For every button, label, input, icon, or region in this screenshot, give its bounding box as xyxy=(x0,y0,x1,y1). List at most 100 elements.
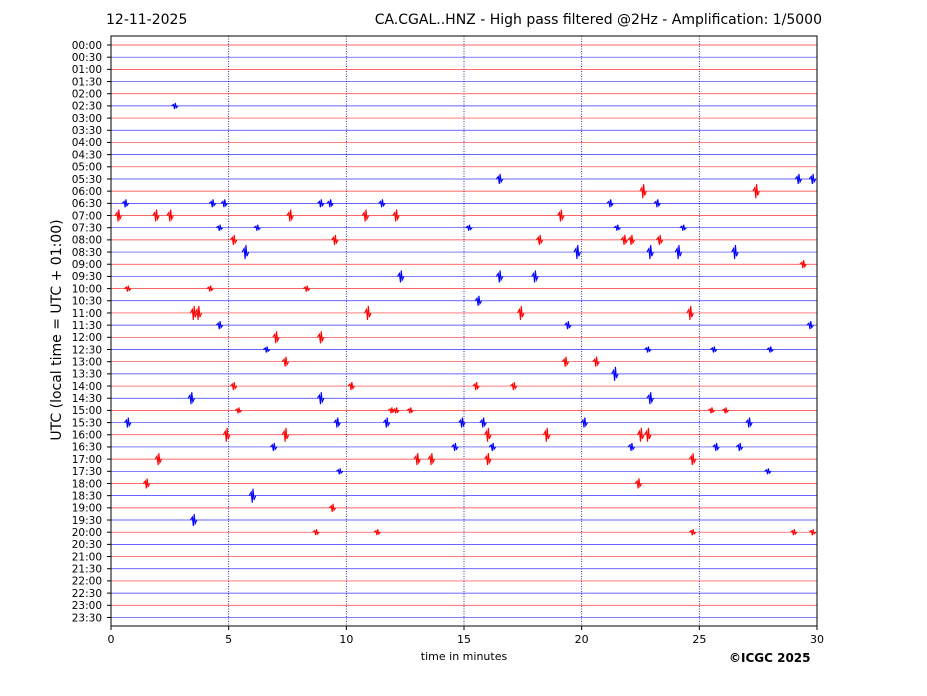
x-tick-label: 10 xyxy=(339,633,353,646)
y-tick-label: 10:00 xyxy=(72,283,102,295)
event-burst xyxy=(114,209,123,222)
y-tick-label: 17:00 xyxy=(72,454,102,466)
event-burst xyxy=(808,529,817,536)
y-tick-label: 14:00 xyxy=(72,381,102,393)
event-burst xyxy=(542,427,551,442)
y-tick-label: 20:00 xyxy=(72,527,102,539)
event-burst xyxy=(735,442,744,452)
event-burst xyxy=(686,305,694,321)
y-tick-label: 05:30 xyxy=(72,174,102,186)
event-burst xyxy=(316,392,325,405)
event-burst xyxy=(331,234,339,245)
y-axis-title: UTC (local time = UTC + 01:00) xyxy=(49,219,65,441)
y-tick-label: 04:30 xyxy=(72,149,102,161)
event-burst xyxy=(644,427,652,442)
event-burst xyxy=(451,442,459,452)
y-tick-label: 23:00 xyxy=(72,600,102,612)
event-burst xyxy=(479,417,487,428)
event-burst xyxy=(281,356,290,367)
date-label: 12-11-2025 xyxy=(106,12,188,28)
event-burst xyxy=(397,270,405,283)
event-burst xyxy=(611,366,619,381)
event-burst xyxy=(215,321,224,330)
y-tick-label: 06:00 xyxy=(72,186,102,198)
event-burst xyxy=(361,209,370,222)
event-burst xyxy=(766,346,774,353)
event-burst xyxy=(637,427,645,442)
event-burst xyxy=(745,417,753,428)
event-burst xyxy=(281,427,290,442)
event-burst xyxy=(627,234,636,245)
event-burst xyxy=(806,321,814,330)
y-tick-label: 10:30 xyxy=(72,296,102,308)
y-tick-label: 14:30 xyxy=(72,393,102,405)
y-tick-label: 18:00 xyxy=(72,478,102,490)
x-axis-title: time in minutes xyxy=(420,650,508,663)
event-burst xyxy=(124,417,132,428)
event-burst xyxy=(248,488,257,503)
event-burst xyxy=(712,442,720,452)
y-tick-label: 13:30 xyxy=(72,369,102,381)
event-burst xyxy=(752,184,760,199)
event-burst xyxy=(189,513,198,527)
y-tick-label: 20:30 xyxy=(72,539,102,551)
event-burst xyxy=(220,199,228,208)
y-tick-label: 21:00 xyxy=(72,551,102,563)
event-burst xyxy=(316,331,325,344)
event-burst xyxy=(194,305,203,321)
event-burst xyxy=(413,453,421,466)
event-burst xyxy=(364,305,372,321)
event-burst xyxy=(580,417,588,428)
x-tick-label: 5 xyxy=(225,633,232,646)
event-burst xyxy=(484,427,492,442)
event-burst xyxy=(171,102,179,110)
event-burst xyxy=(484,453,492,466)
y-tick-label: 02:30 xyxy=(72,101,102,113)
event-burst xyxy=(646,392,654,405)
event-burst xyxy=(392,209,400,222)
event-burst xyxy=(592,356,600,367)
y-tick-label: 11:30 xyxy=(72,320,102,332)
x-tick-label: 15 xyxy=(457,633,471,646)
y-tick-label: 17:30 xyxy=(72,466,102,478)
y-tick-label: 23:30 xyxy=(72,612,102,624)
y-tick-label: 13:00 xyxy=(72,356,102,368)
event-burst xyxy=(234,407,242,414)
event-burst xyxy=(121,199,130,208)
y-tick-label: 01:00 xyxy=(72,64,102,76)
event-burst xyxy=(286,209,294,222)
event-burst xyxy=(187,392,196,405)
event-burst xyxy=(794,173,803,185)
y-axis-ticks: 00:0000:3001:0001:3002:0002:3003:0003:30… xyxy=(72,40,111,624)
y-tick-label: 02:00 xyxy=(72,89,102,101)
event-burst xyxy=(688,529,697,536)
event-burst xyxy=(474,295,483,306)
event-burst xyxy=(646,245,654,260)
event-burst xyxy=(721,407,730,414)
event-burst xyxy=(606,199,614,208)
event-burst xyxy=(387,407,395,414)
event-burst xyxy=(154,453,163,466)
event-burst xyxy=(674,245,683,260)
event-burst xyxy=(731,245,739,260)
y-tick-label: 07:30 xyxy=(72,223,102,235)
event-burst xyxy=(208,199,217,208)
y-tick-label: 05:00 xyxy=(72,162,102,174)
y-tick-label: 12:00 xyxy=(72,332,102,344)
event-burst xyxy=(392,407,400,414)
y-tick-label: 19:00 xyxy=(72,503,102,515)
event-burst xyxy=(634,478,643,489)
event-burst xyxy=(561,356,570,367)
event-burst xyxy=(517,305,525,321)
event-burst xyxy=(124,285,132,292)
event-burst xyxy=(655,234,664,245)
event-burst xyxy=(790,529,798,536)
event-burst xyxy=(495,173,504,185)
event-burst xyxy=(262,346,271,353)
event-burst xyxy=(764,468,772,475)
copyright-label: ©ICGC 2025 xyxy=(729,651,811,665)
y-tick-label: 08:00 xyxy=(72,235,102,247)
y-tick-label: 03:00 xyxy=(72,113,102,125)
y-tick-label: 07:00 xyxy=(72,210,102,222)
